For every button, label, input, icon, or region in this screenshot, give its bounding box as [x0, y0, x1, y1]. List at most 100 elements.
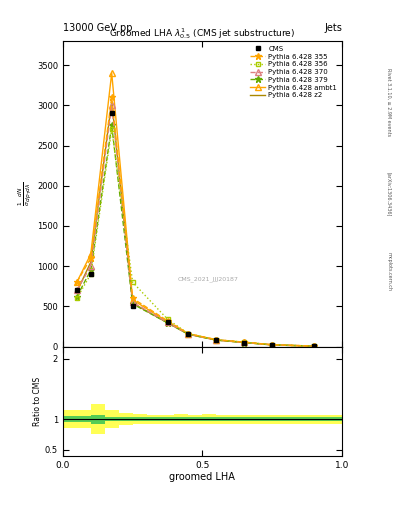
Bar [91, 415, 105, 423]
Bar [244, 415, 258, 423]
Pythia 6.428 379 [312, 343, 316, 349]
Pythia 6.428 356 [165, 316, 170, 322]
Pythia 6.428 370 [312, 343, 316, 349]
Pythia 6.428 356 [312, 343, 316, 349]
Bar [63, 416, 77, 422]
Pythia 6.428 z2 [242, 339, 247, 346]
Y-axis label: $\frac{1}{\sigma}\frac{dN}{d p_{\mathrm{T}} d\lambda}$: $\frac{1}{\sigma}\frac{dN}{d p_{\mathrm{… [17, 182, 34, 206]
Bar [147, 415, 161, 423]
Bar [272, 417, 286, 421]
Pythia 6.428 356 [75, 295, 79, 302]
Pythia 6.428 370 [130, 299, 135, 305]
Pythia 6.428 355 [312, 343, 316, 349]
Pythia 6.428 356 [109, 126, 114, 133]
Line: Pythia 6.428 356: Pythia 6.428 356 [75, 127, 316, 348]
Bar [314, 417, 328, 421]
Text: CMS_2021_JJJ20187: CMS_2021_JJJ20187 [178, 276, 239, 282]
Pythia 6.428 ambt1 [88, 251, 93, 257]
Pythia 6.428 356 [186, 331, 191, 337]
Bar [105, 410, 119, 429]
Bar [133, 414, 147, 424]
Pythia 6.428 z2 [88, 259, 93, 265]
Pythia 6.428 z2 [214, 337, 219, 343]
Pythia 6.428 ambt1 [214, 337, 219, 343]
Pythia 6.428 370 [165, 319, 170, 326]
Pythia 6.428 355 [88, 255, 93, 261]
Bar [105, 417, 119, 421]
Bar [272, 415, 286, 423]
Pythia 6.428 379 [75, 293, 79, 300]
Pythia 6.428 379 [130, 301, 135, 307]
Pythia 6.428 370 [186, 331, 191, 337]
Pythia 6.428 355 [242, 339, 247, 345]
Pythia 6.428 ambt1 [75, 279, 79, 285]
Bar [189, 417, 202, 421]
Pythia 6.428 370 [109, 102, 114, 109]
Text: Rivet 3.1.10, ≥ 2.9M events: Rivet 3.1.10, ≥ 2.9M events [386, 68, 391, 137]
Pythia 6.428 370 [88, 263, 93, 269]
CMS [75, 287, 79, 293]
Pythia 6.428 356 [214, 336, 219, 343]
Pythia 6.428 z2 [312, 343, 316, 349]
Pythia 6.428 355 [214, 336, 219, 343]
Bar [286, 415, 300, 423]
Pythia 6.428 ambt1 [186, 331, 191, 337]
Pythia 6.428 379 [214, 337, 219, 343]
Bar [286, 417, 300, 421]
Line: Pythia 6.428 z2: Pythia 6.428 z2 [77, 101, 314, 346]
Bar [77, 410, 91, 429]
Pythia 6.428 ambt1 [270, 342, 275, 348]
Bar [174, 414, 189, 424]
CMS [242, 339, 247, 346]
Text: mcplots.cern.ch: mcplots.cern.ch [386, 252, 391, 291]
Text: [arXiv:1306.3436]: [arXiv:1306.3436] [386, 173, 391, 217]
Pythia 6.428 z2 [130, 300, 135, 306]
Legend: CMS, Pythia 6.428 355, Pythia 6.428 356, Pythia 6.428 370, Pythia 6.428 379, Pyt: CMS, Pythia 6.428 355, Pythia 6.428 356,… [249, 45, 338, 100]
Line: CMS: CMS [74, 111, 316, 349]
Bar [300, 415, 314, 423]
Pythia 6.428 z2 [109, 98, 114, 104]
Pythia 6.428 z2 [186, 331, 191, 337]
Pythia 6.428 355 [270, 342, 275, 348]
Bar [300, 417, 314, 421]
Pythia 6.428 356 [130, 279, 135, 285]
Pythia 6.428 370 [270, 342, 275, 348]
Bar [133, 417, 147, 421]
Pythia 6.428 355 [165, 318, 170, 324]
Line: Pythia 6.428 370: Pythia 6.428 370 [74, 102, 317, 349]
Pythia 6.428 z2 [75, 289, 79, 295]
Bar [77, 416, 91, 422]
Pythia 6.428 370 [75, 287, 79, 293]
Pythia 6.428 ambt1 [242, 339, 247, 346]
Pythia 6.428 370 [214, 337, 219, 343]
CMS [270, 342, 275, 348]
Bar [119, 417, 133, 421]
Bar [161, 417, 174, 421]
X-axis label: groomed LHA: groomed LHA [169, 472, 235, 482]
Bar [314, 415, 328, 423]
Line: Pythia 6.428 355: Pythia 6.428 355 [73, 94, 318, 350]
Pythia 6.428 355 [75, 279, 79, 285]
Pythia 6.428 z2 [165, 320, 170, 326]
Pythia 6.428 370 [242, 339, 247, 346]
Bar [161, 415, 174, 423]
Bar [258, 415, 272, 423]
Pythia 6.428 z2 [270, 342, 275, 348]
Bar [202, 414, 217, 424]
CMS [88, 271, 93, 277]
Bar [189, 415, 202, 423]
CMS [130, 303, 135, 309]
Bar [174, 417, 189, 421]
Bar [91, 404, 105, 435]
Pythia 6.428 379 [109, 122, 114, 129]
Bar [217, 417, 230, 421]
Line: Pythia 6.428 379: Pythia 6.428 379 [73, 122, 318, 350]
Bar [119, 413, 133, 425]
Bar [147, 417, 161, 421]
CMS [109, 110, 114, 116]
Pythia 6.428 379 [242, 339, 247, 346]
Pythia 6.428 355 [109, 94, 114, 100]
Y-axis label: Ratio to CMS: Ratio to CMS [33, 376, 42, 425]
Pythia 6.428 356 [88, 271, 93, 277]
Bar [328, 417, 342, 421]
